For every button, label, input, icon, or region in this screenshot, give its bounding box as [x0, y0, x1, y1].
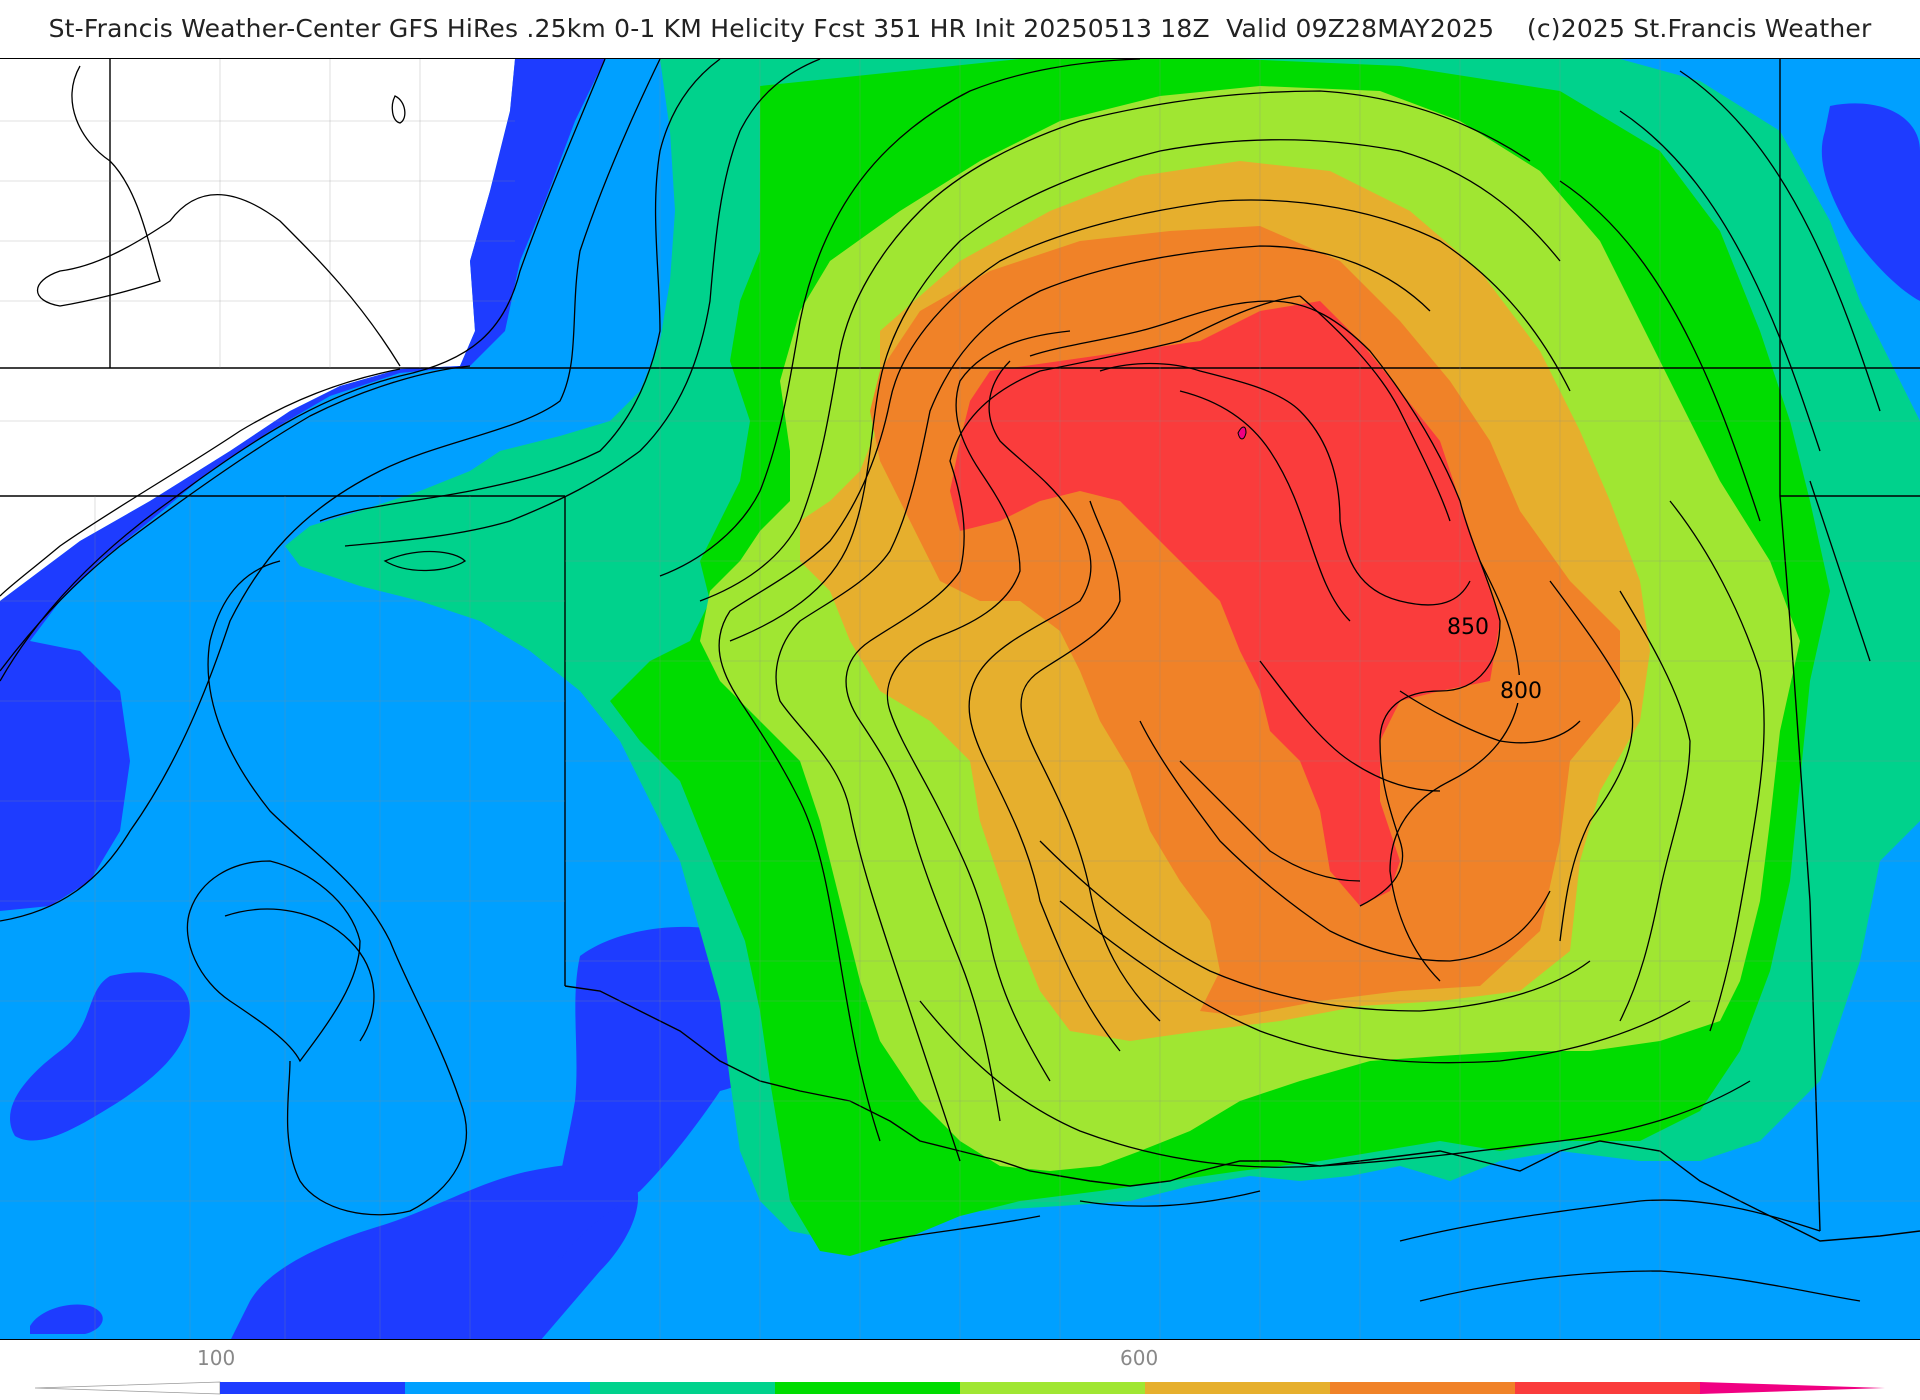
colorbar-segment — [1145, 1382, 1331, 1394]
field-blue-dark-nw — [0, 59, 605, 691]
colorbar-tick-100: 100 — [197, 1346, 236, 1370]
colorbar-segment — [1330, 1382, 1516, 1394]
helicity-contours — [0, 59, 1881, 1302]
county-lines — [0, 59, 1920, 1339]
field-blue-dark-sw3 — [30, 1304, 103, 1334]
field-blue-dark-w — [0, 641, 130, 911]
map-title: St-Francis Weather-Center GFS HiRes .25k… — [48, 14, 1872, 43]
colorbar-segment — [1700, 1382, 1885, 1394]
colorbar-segment — [590, 1382, 776, 1394]
colorbar: 100 600 — [0, 1340, 1920, 1400]
colorbar-segment — [775, 1382, 961, 1394]
colorbar-segment — [220, 1382, 406, 1394]
colorbar-segment — [960, 1382, 1146, 1394]
colorbar-segment — [1515, 1382, 1701, 1394]
field-white — [0, 59, 515, 601]
colorbar-segment — [405, 1382, 591, 1394]
field-blue-dark-sw1 — [10, 972, 191, 1141]
field-peak-magenta — [1237, 426, 1247, 440]
contour-label-800: 800 — [1500, 679, 1542, 704]
state-borders — [0, 59, 1920, 1242]
colorbar-segments — [34, 1381, 1885, 1395]
field-red — [950, 301, 1500, 906]
helicity-map: 850 800 — [0, 58, 1920, 1340]
field-blue-dark-ne — [1821, 103, 1920, 301]
colorbar-tick-600: 600 — [1120, 1346, 1159, 1370]
colorbar-segment — [34, 1381, 221, 1395]
contour-label-850: 850 — [1447, 615, 1489, 640]
field-blue-dark-sw2 — [231, 1164, 639, 1339]
